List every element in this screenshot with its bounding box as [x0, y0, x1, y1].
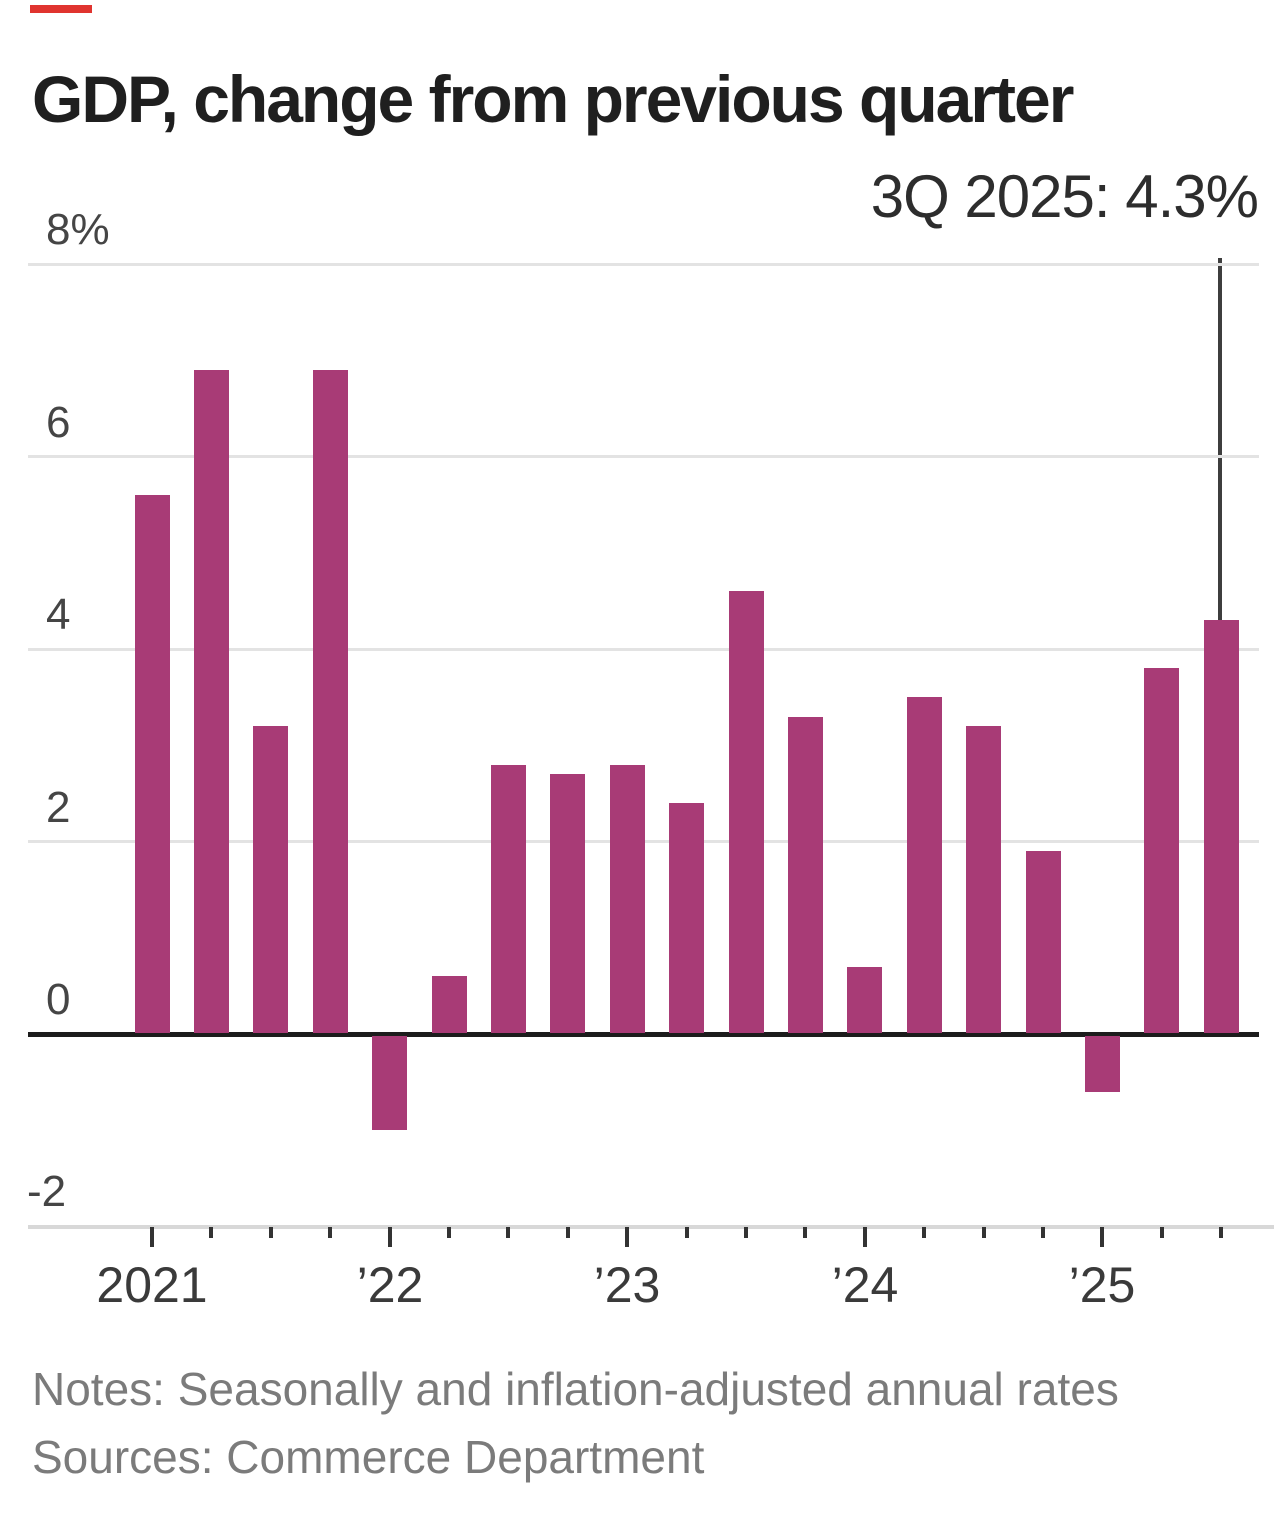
bar-2q-2022 — [432, 976, 467, 1033]
x-tick-year — [625, 1227, 629, 1247]
bar-1q-2023 — [610, 765, 645, 1033]
bar-4q-2021 — [313, 370, 348, 1033]
y-tick-label: -2 — [27, 1167, 67, 1217]
brand-red-tick-icon — [30, 5, 92, 13]
x-tick-quarter — [982, 1227, 986, 1238]
bar-1q-2022 — [372, 1036, 407, 1130]
x-tick-quarter — [1041, 1227, 1045, 1238]
chart-title: GDP, change from previous quarter — [32, 62, 1074, 136]
y-tick-label: 0 — [46, 975, 71, 1024]
bar-4q-2023 — [788, 717, 823, 1033]
bar-2q-2025 — [1144, 668, 1179, 1033]
gridline — [28, 262, 1259, 266]
x-tick-year — [388, 1227, 392, 1247]
footer: Notes: Seasonally and inflation-adjusted… — [32, 1366, 1119, 1502]
x-year-label: 2021 — [96, 1257, 208, 1313]
x-tick-quarter — [566, 1227, 570, 1238]
x-year-label: ’24 — [831, 1257, 899, 1313]
bar-3q-2025 — [1204, 620, 1239, 1033]
y-tick-label: 2 — [46, 782, 71, 832]
bar-1q-2024 — [847, 967, 882, 1033]
bar-2q-2021 — [194, 370, 229, 1033]
x-tick-year — [1100, 1227, 1104, 1247]
x-tick-quarter — [803, 1227, 807, 1238]
x-tick-quarter — [744, 1227, 748, 1238]
x-tick-quarter — [506, 1227, 510, 1238]
gridline — [28, 455, 1259, 459]
gridline — [28, 647, 1259, 651]
annotation-pointer-line — [1218, 258, 1222, 642]
bar-3q-2024 — [966, 726, 1001, 1033]
footer-notes: Notes: Seasonally and inflation-adjusted… — [32, 1363, 1119, 1415]
y-tick-label: 8% — [46, 205, 110, 255]
bar-3q-2022 — [491, 765, 526, 1033]
y-tick-label: 6 — [46, 397, 71, 447]
x-axis-line — [28, 1224, 1274, 1229]
bar-1q-2021 — [135, 495, 170, 1033]
x-year-label: ’25 — [1068, 1257, 1136, 1313]
footer-sources: Sources: Commerce Department — [32, 1431, 705, 1483]
x-tick-quarter — [1219, 1227, 1223, 1238]
annotation-label: 3Q 2025: 4.3% — [870, 163, 1259, 230]
x-tick-quarter — [1160, 1227, 1164, 1238]
x-tick-quarter — [269, 1227, 273, 1238]
bar-4q-2024 — [1026, 851, 1061, 1033]
bar-2q-2024 — [907, 697, 942, 1033]
x-tick-year — [863, 1227, 867, 1247]
x-tick-quarter — [922, 1227, 926, 1238]
x-tick-quarter — [447, 1227, 451, 1238]
bar-4q-2022 — [550, 774, 585, 1033]
y-tick-label: 4 — [46, 590, 71, 640]
zero-baseline — [28, 1031, 1259, 1037]
x-tick-quarter — [328, 1227, 332, 1238]
bar-3q-2021 — [253, 726, 288, 1033]
bar-1q-2025 — [1085, 1036, 1120, 1092]
bar-2q-2023 — [669, 803, 704, 1033]
x-tick-quarter — [685, 1227, 689, 1238]
bar-3q-2023 — [729, 591, 764, 1033]
x-year-label: ’23 — [593, 1257, 661, 1313]
x-year-label: ’22 — [356, 1257, 424, 1313]
x-tick-year — [150, 1227, 154, 1247]
x-tick-quarter — [209, 1227, 213, 1238]
